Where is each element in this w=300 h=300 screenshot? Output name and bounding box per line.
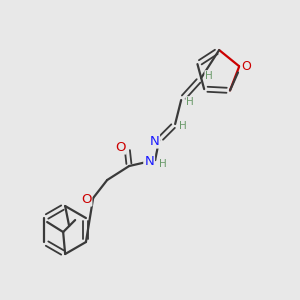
Text: N: N	[149, 134, 159, 148]
Text: N: N	[144, 154, 154, 167]
Text: O: O	[241, 60, 251, 73]
Text: H: H	[159, 159, 167, 169]
Text: O: O	[115, 140, 125, 154]
Text: H: H	[205, 71, 213, 81]
Text: O: O	[81, 193, 92, 206]
Text: H: H	[186, 97, 194, 107]
Text: H: H	[179, 121, 187, 131]
